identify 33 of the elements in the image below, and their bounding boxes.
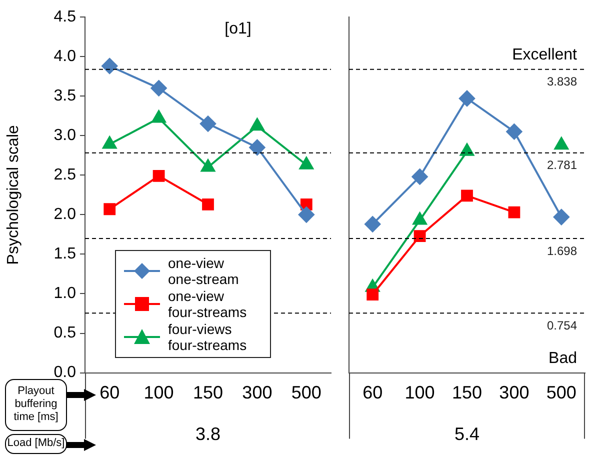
y-tick-label: 2.5 [54, 166, 76, 184]
x-tick-label: 500 [291, 382, 322, 403]
text: Load [Mb/s] [5, 434, 67, 454]
y-tick-label: 2.0 [54, 206, 76, 224]
ref-line-label: 3.838 [546, 74, 578, 89]
legend-label: four-views four-streams [168, 320, 247, 353]
y-axis-title: Psychological scale [5, 124, 22, 265]
x-tick-label: 60 [362, 382, 383, 403]
x-tick-label: 100 [144, 382, 174, 403]
x-tick-label: 500 [546, 382, 576, 403]
x-axis-title: 3.8 [195, 424, 221, 444]
y-tick-label: 1.5 [54, 246, 76, 263]
y-tick-label: 3.0 [54, 127, 76, 144]
y-tick-label: 0.0 [54, 364, 76, 382]
x-tick-label: 60 [100, 382, 120, 403]
x-tick-label: 300 [499, 382, 530, 403]
annotation: Bad [548, 350, 577, 368]
x-tick-label: 300 [242, 382, 272, 403]
x-tick-label: 100 [404, 382, 435, 403]
ref-line-label: 1.698 [546, 244, 578, 258]
annotation: Excellent [512, 46, 578, 64]
ref-line-label: 2.781 [546, 158, 578, 172]
y-tick-label: 3.5 [54, 87, 76, 104]
x-tick-label: 150 [192, 382, 224, 403]
ref-line-label: 0.754 [546, 318, 578, 332]
y-tick-label: 4.0 [54, 48, 76, 65]
x-tick-label: 150 [452, 382, 482, 403]
x-axis-title: 5.4 [454, 424, 480, 444]
y-tick-label: 0.5 [54, 324, 76, 342]
y-tick-label: 4.5 [54, 8, 76, 26]
chart-title: [o1] [224, 20, 252, 38]
y-tick-label: 1.0 [54, 285, 76, 302]
text: Playout buffering time [ms] [14, 385, 58, 424]
